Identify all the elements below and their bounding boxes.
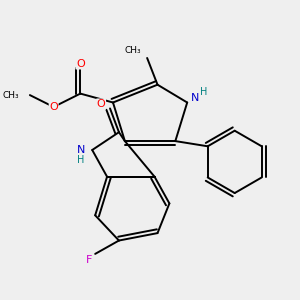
Text: N: N bbox=[76, 145, 85, 155]
Text: CH₃: CH₃ bbox=[3, 91, 20, 100]
Text: H: H bbox=[77, 155, 85, 165]
Text: O: O bbox=[97, 99, 106, 109]
Text: CH₃: CH₃ bbox=[124, 46, 141, 55]
Text: F: F bbox=[86, 255, 92, 265]
Text: O: O bbox=[76, 59, 85, 69]
Text: N: N bbox=[190, 93, 199, 103]
Text: O: O bbox=[49, 102, 58, 112]
Text: H: H bbox=[200, 87, 207, 97]
